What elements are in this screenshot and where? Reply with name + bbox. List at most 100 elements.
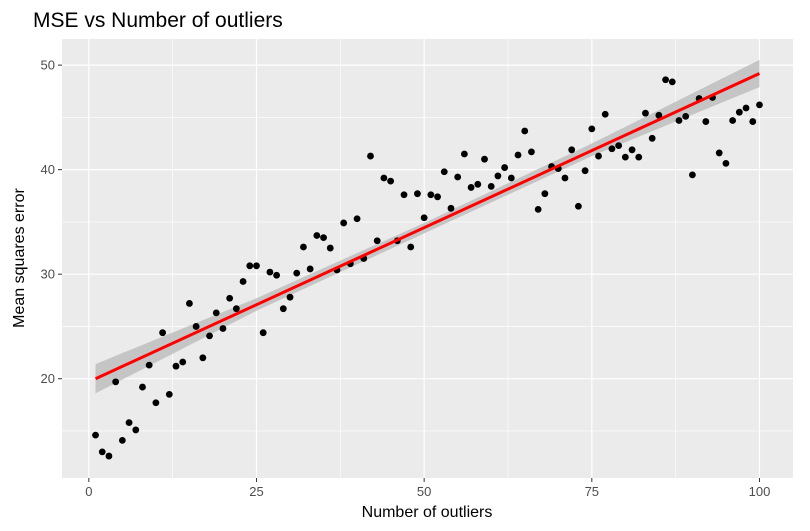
data-point bbox=[98, 448, 106, 456]
data-point bbox=[662, 76, 669, 84]
data-point bbox=[326, 244, 334, 252]
data-point bbox=[380, 174, 388, 182]
data-points bbox=[92, 76, 763, 460]
data-point bbox=[279, 305, 287, 313]
data-point bbox=[655, 111, 663, 119]
data-point bbox=[601, 110, 609, 118]
data-point bbox=[642, 109, 649, 117]
data-point bbox=[253, 262, 260, 270]
x-tick-label: 100 bbox=[749, 484, 771, 499]
data-point bbox=[212, 309, 220, 317]
data-point bbox=[340, 219, 348, 227]
data-point bbox=[373, 237, 381, 245]
y-axis-title: Mean squares error bbox=[11, 188, 28, 328]
data-point bbox=[534, 205, 542, 213]
data-point bbox=[588, 125, 596, 133]
data-point bbox=[608, 145, 616, 153]
data-point bbox=[440, 168, 448, 176]
data-point bbox=[300, 243, 307, 251]
data-point bbox=[735, 108, 743, 116]
data-point bbox=[206, 332, 213, 340]
data-point bbox=[387, 177, 395, 185]
data-point bbox=[219, 325, 227, 332]
data-point bbox=[400, 191, 408, 199]
grid-lines bbox=[62, 39, 793, 478]
x-tick-label: 75 bbox=[585, 484, 599, 499]
data-point bbox=[172, 362, 180, 370]
y-tick-label: 40 bbox=[41, 162, 55, 177]
data-point bbox=[427, 191, 435, 199]
data-point bbox=[239, 278, 247, 285]
data-point bbox=[125, 419, 133, 427]
data-point bbox=[675, 117, 683, 124]
data-point bbox=[521, 127, 529, 135]
data-point bbox=[568, 146, 576, 154]
data-point bbox=[581, 167, 589, 175]
data-point bbox=[367, 152, 374, 160]
y-tick-label: 20 bbox=[41, 371, 55, 386]
data-point bbox=[286, 293, 294, 301]
data-point bbox=[407, 243, 415, 251]
data-point bbox=[420, 214, 428, 222]
data-point bbox=[729, 117, 737, 124]
data-point bbox=[501, 164, 509, 171]
data-point bbox=[159, 329, 166, 337]
data-point bbox=[145, 361, 153, 369]
x-tick-label: 0 bbox=[85, 484, 92, 499]
data-point bbox=[615, 142, 623, 150]
data-point bbox=[353, 215, 361, 223]
data-point bbox=[139, 383, 146, 391]
data-point bbox=[152, 399, 160, 407]
data-point bbox=[132, 426, 140, 434]
data-point bbox=[528, 148, 535, 156]
data-point bbox=[595, 152, 602, 160]
data-point bbox=[514, 151, 522, 159]
data-point bbox=[454, 173, 462, 181]
data-point bbox=[507, 174, 515, 182]
data-point bbox=[561, 174, 569, 182]
data-point bbox=[273, 271, 281, 279]
data-point bbox=[447, 204, 455, 212]
data-point bbox=[293, 269, 301, 277]
x-tick-label: 25 bbox=[249, 484, 263, 499]
data-point bbox=[621, 153, 629, 161]
data-point bbox=[259, 329, 267, 337]
data-point bbox=[682, 112, 690, 120]
chart-title: MSE vs Number of outliers bbox=[33, 9, 283, 32]
fit-line bbox=[94, 72, 761, 381]
data-point bbox=[494, 172, 502, 180]
data-point bbox=[92, 431, 99, 439]
x-tick-label: 50 bbox=[417, 484, 431, 499]
data-point bbox=[105, 452, 113, 460]
data-point bbox=[635, 153, 643, 161]
data-point bbox=[749, 118, 757, 125]
data-point bbox=[320, 234, 327, 241]
data-point bbox=[628, 146, 636, 154]
data-point bbox=[112, 378, 120, 386]
x-axis-title: Number of outliers bbox=[362, 504, 493, 521]
data-point bbox=[715, 149, 723, 157]
data-point bbox=[179, 358, 187, 366]
y-axis-ticks: 20 30 40 50 bbox=[41, 58, 62, 386]
data-point bbox=[118, 436, 126, 444]
data-point bbox=[467, 184, 475, 191]
data-point bbox=[192, 323, 200, 330]
data-point bbox=[199, 354, 207, 362]
data-point bbox=[474, 180, 482, 188]
data-point bbox=[742, 104, 750, 112]
data-point bbox=[434, 193, 441, 201]
data-point bbox=[481, 155, 488, 163]
data-point bbox=[668, 78, 676, 86]
data-point bbox=[756, 101, 763, 109]
x-axis-ticks: 0 25 50 75 100 bbox=[85, 478, 770, 499]
data-point bbox=[232, 305, 240, 313]
y-tick-label: 30 bbox=[41, 267, 55, 282]
data-point bbox=[574, 202, 582, 210]
data-point bbox=[722, 159, 730, 167]
data-point bbox=[186, 300, 193, 307]
data-point bbox=[313, 232, 321, 239]
data-point bbox=[460, 150, 468, 158]
data-point bbox=[246, 262, 254, 270]
data-point bbox=[165, 390, 173, 398]
